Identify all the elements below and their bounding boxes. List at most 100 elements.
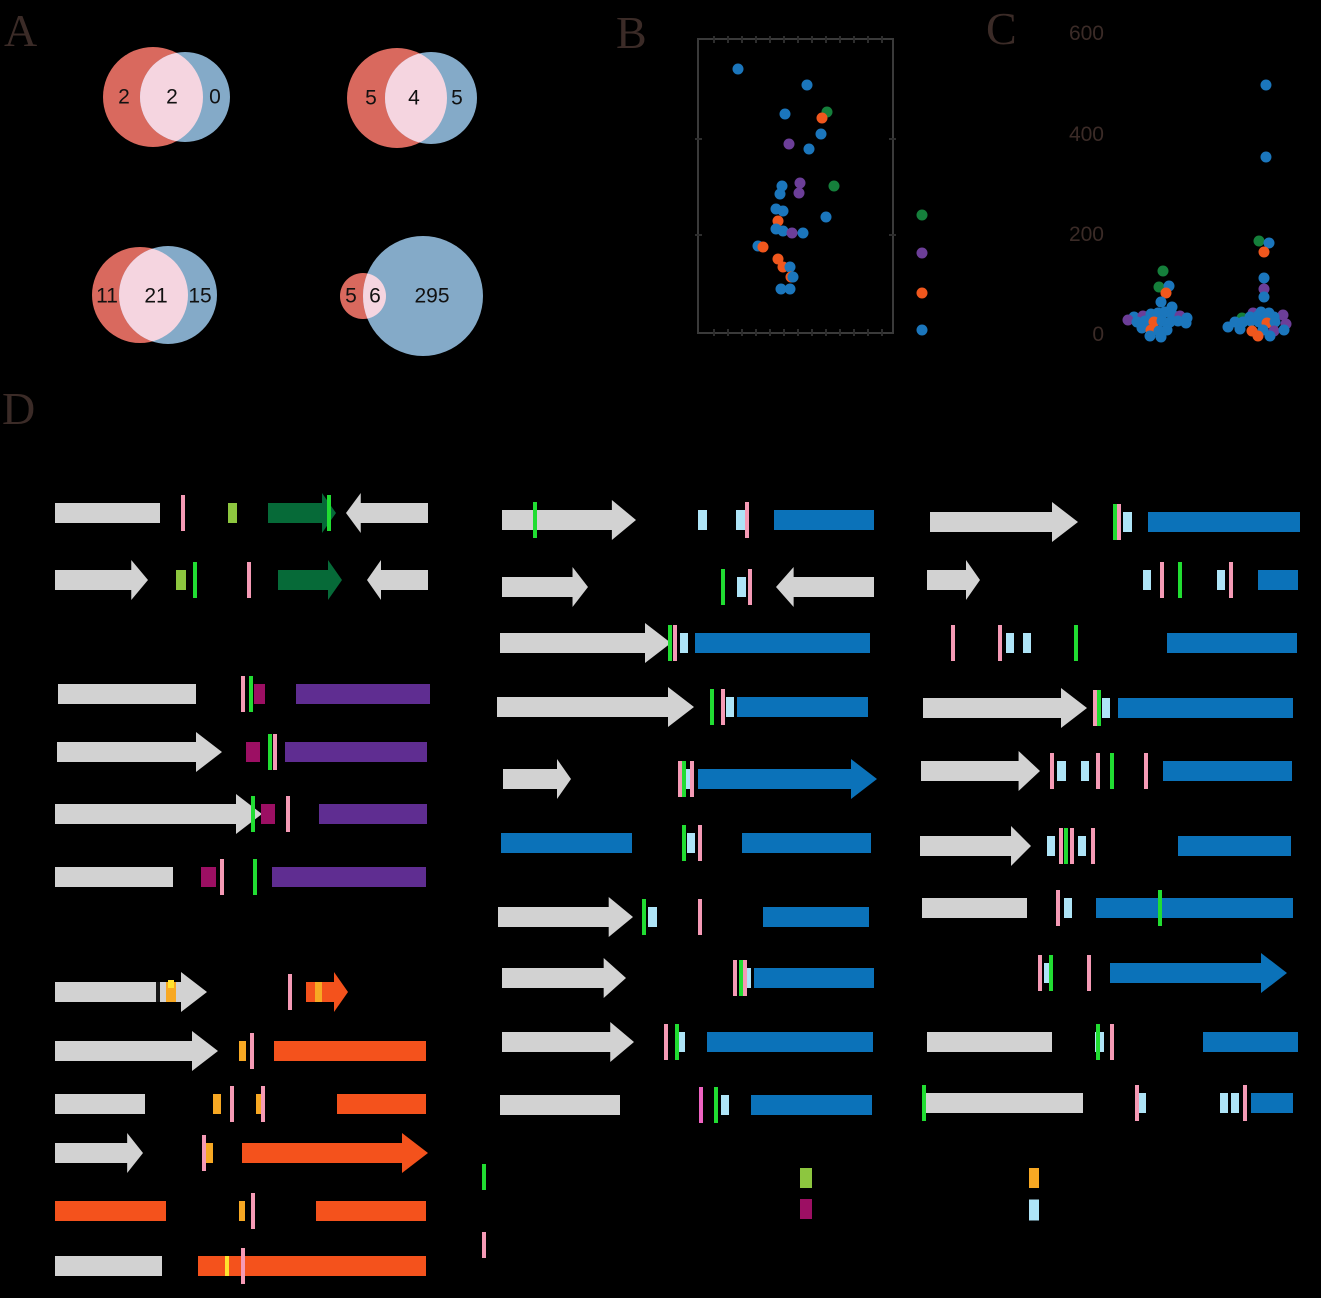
gene-rect [1163,761,1292,781]
strip-point [1144,330,1156,342]
scatter-point [784,261,796,273]
gene-tick [286,796,290,832]
scatter-point [757,241,769,253]
gene-tick [1096,753,1100,789]
gene-arrow [502,958,626,998]
strip-point [1122,314,1134,326]
strip-point [1263,237,1275,249]
gene-rect [754,968,874,988]
scatter-point [774,188,786,200]
gene-tick [1110,753,1114,789]
gene-tick [1110,1024,1114,1060]
gene-tick [698,825,702,861]
gene-rect [742,833,871,853]
strip-point [1136,322,1148,334]
gene-tick [675,1024,679,1060]
venn-count: 21 [144,285,167,308]
gene-rect [337,1094,426,1114]
gene-box [1139,1093,1146,1113]
gene-arrow [367,560,428,600]
gene-box [721,1095,729,1115]
gene-arrow [1110,953,1287,993]
gene-box [1029,1199,1039,1221]
gene-tick [1056,890,1060,926]
gene-arrow [306,972,348,1012]
gene-tick [951,625,955,661]
strip-point [1264,330,1276,342]
gene-rect [1167,633,1297,653]
gene-arrow [920,826,1031,866]
gene-box [228,503,237,523]
strip-point [1222,321,1234,333]
gene-rect [1178,836,1291,856]
venn-count: 5 [345,285,357,308]
gene-box [726,697,734,717]
scatter-point [775,283,787,295]
gene-rect [1258,570,1298,590]
venn-count: 15 [188,285,211,308]
gene-tick [678,761,682,797]
scatter-point [815,128,827,140]
gene-tick [156,982,160,1002]
scatter-point [783,138,795,150]
gene-arrow [776,567,874,607]
strip-point [1252,330,1264,342]
gene-rect [707,1032,873,1052]
gene-tick [251,796,255,832]
gene-rect [274,1041,426,1061]
gene-rect [1118,698,1293,718]
gene-tick [1093,690,1097,726]
gene-box [680,633,688,653]
gene-arrow [55,1133,143,1173]
gene-tick [664,1024,668,1060]
strip-point [1157,265,1169,277]
strip-point [1180,317,1192,329]
scatter-point [784,283,796,295]
gene-arrow [55,972,207,1012]
gene-tick [1059,828,1063,864]
venn-overlap [119,247,188,343]
gene-tick [1160,562,1164,598]
gene-rect [922,898,1027,918]
gene-arrow [346,493,428,533]
strip-point [1156,315,1168,327]
gene-box [1023,633,1031,653]
gene-tick [533,502,537,538]
scatter-plot-frame [697,38,894,334]
gene-tick [1074,625,1078,661]
gene-tick [230,1086,234,1122]
venn-count: 5 [365,87,377,110]
gene-tick [268,734,272,770]
gene-box [1143,570,1151,590]
gene-tick [733,960,737,996]
gene-rect [737,697,868,717]
gene-rect [55,867,173,887]
gene-box [1044,963,1053,983]
gene-tick [1113,504,1117,540]
gene-tick [1050,753,1054,789]
gene-tick [668,625,672,661]
gene-tick [249,676,253,712]
scatter-point [820,211,832,223]
venn-count: 2 [118,86,130,109]
gene-box [1078,836,1086,856]
gene-box [256,1094,264,1114]
gene-box [648,907,657,927]
gene-tick [193,562,197,598]
c-axis-tick-200: 200 [1069,223,1104,246]
gene-tick [1243,1085,1247,1121]
gene-rect [198,1256,426,1276]
scatter-point [777,205,789,217]
gene-box [1006,633,1014,653]
gene-tick [261,1086,265,1122]
venn-count: 5 [451,87,463,110]
gene-tick [1229,562,1233,598]
gene-box [1064,898,1072,918]
gene-box [239,1041,246,1061]
scatter-point [794,177,806,189]
scatter-point [787,271,799,283]
gene-tick [1097,690,1101,726]
gene-tick [241,676,245,712]
strip-point [1155,296,1167,308]
